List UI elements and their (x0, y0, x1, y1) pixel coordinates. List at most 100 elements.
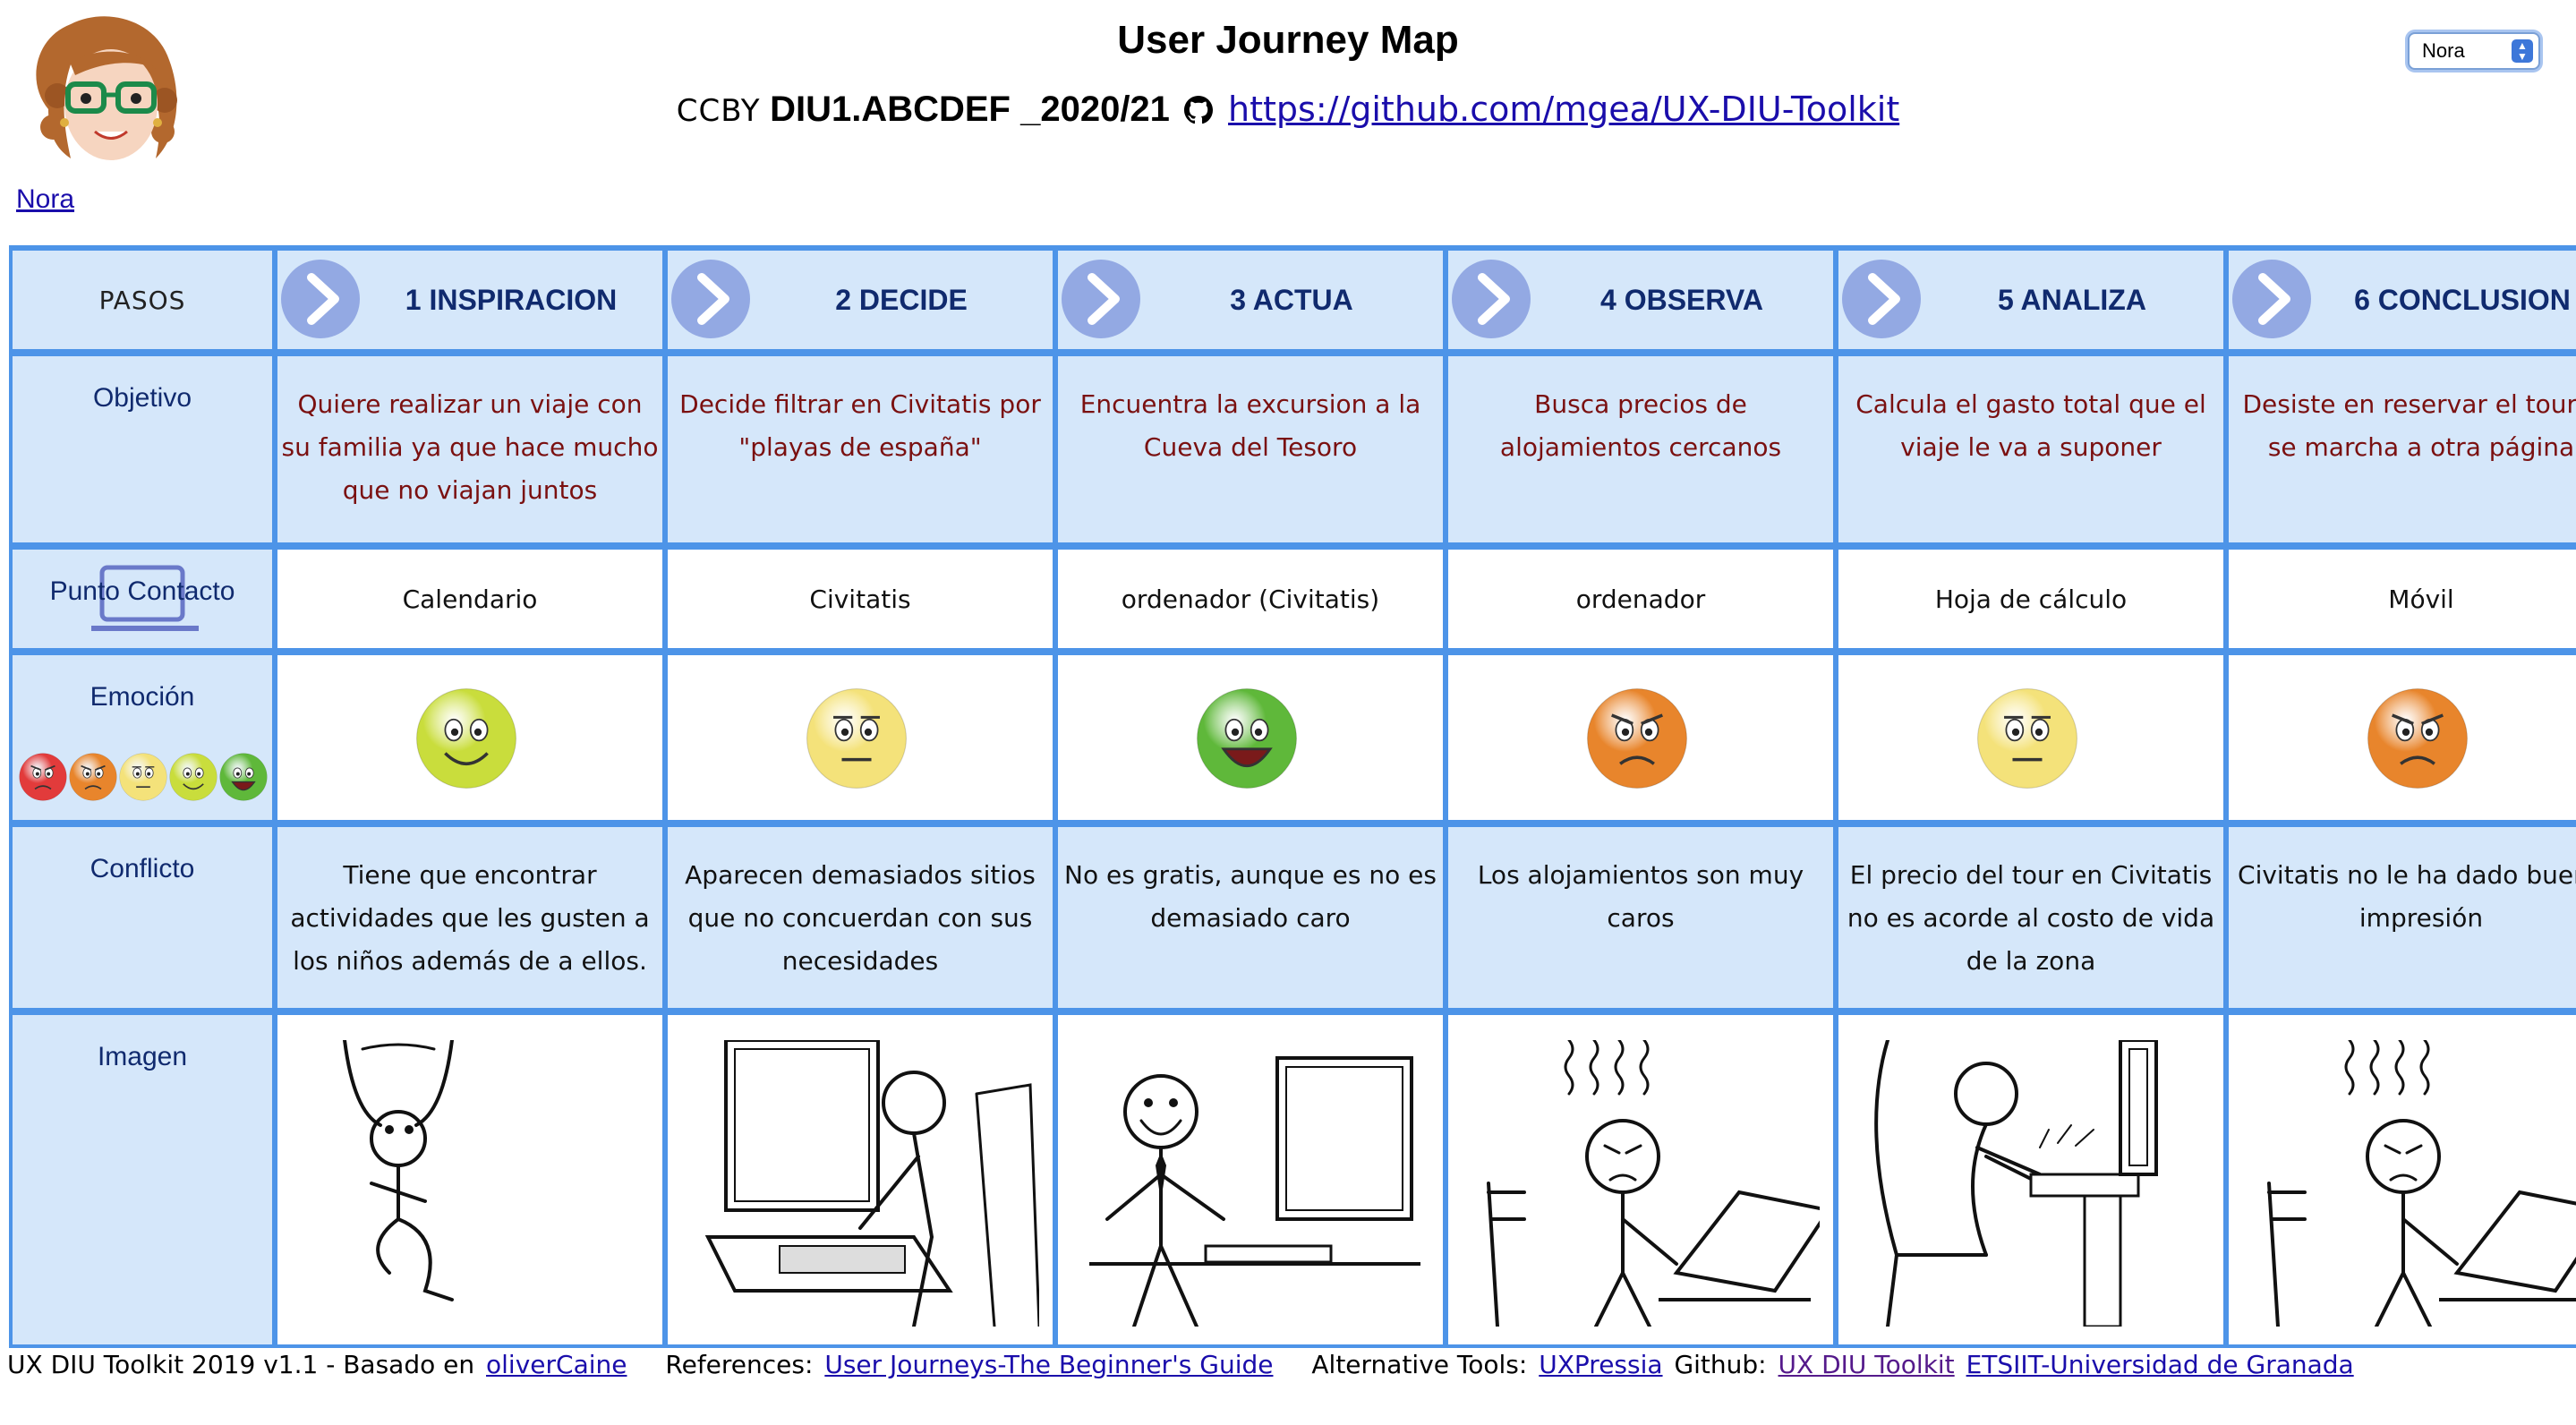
step-imagen (2229, 1015, 2576, 1344)
chevron-right-icon (1062, 260, 1140, 338)
emotion-neutral-icon (806, 687, 908, 789)
step-header-3: 3 ACTUA (1058, 251, 1443, 349)
emotion-scale-neutral-icon (119, 753, 167, 801)
step-conflicto: Los alojamientos son muy caros (1448, 827, 1833, 1008)
step-emocion (277, 655, 662, 820)
emotion-angry-icon (2367, 687, 2469, 789)
row-header-emocion: Emoción (13, 655, 272, 820)
step-contacto: Móvil (2229, 550, 2576, 648)
step-conflicto: El precio del tour en Civitatis no es ac… (1838, 827, 2223, 1008)
step-label: 2 DECIDE (835, 283, 968, 316)
stickman-staring-at-monitor-illustration (704, 1040, 1039, 1327)
footer-etsiit-link[interactable]: ETSIIT-Universidad de Granada (1966, 1350, 2354, 1379)
step-objetivo: Quiere realizar un viaje con su familia … (277, 356, 662, 542)
stickman-typing-angrily-illustration (1874, 1040, 2158, 1327)
step-label: 1 INSPIRACION (405, 283, 618, 316)
emotion-scale-happy-icon (169, 753, 218, 801)
chevron-right-icon (1842, 260, 1921, 338)
emotion-very-happy-icon (1196, 687, 1298, 789)
step-emocion (668, 655, 1053, 820)
step-label: 4 OBSERVA (1600, 283, 1763, 316)
persona-link[interactable]: Nora (16, 184, 75, 214)
page-title: User Journey Map (1117, 18, 1459, 62)
row-header-conflicto: Conflicto (13, 827, 272, 1008)
emotion-happy-icon (415, 687, 517, 789)
course-code: DIU1.ABCDEF _2020/21 (770, 90, 1170, 129)
step-objetivo: Encuentra la excursion a la Cueva del Te… (1058, 356, 1443, 542)
step-contacto: Civitatis (668, 550, 1053, 648)
step-emocion (1058, 655, 1443, 820)
step-conflicto: Tiene que encontrar actividades que les … (277, 827, 662, 1008)
emotion-scale (18, 752, 269, 809)
persona-avatar (36, 16, 177, 160)
row-header-label: Imagen (97, 1042, 188, 1071)
emotion-scale-very-angry-icon (19, 753, 67, 801)
step-label: 3 ACTUA (1230, 283, 1353, 316)
github-icon (1184, 96, 1214, 124)
emotion-neutral-icon (1976, 687, 2078, 789)
step-conflicto: Civitatis no le ha dado buena impresión (2229, 827, 2576, 1008)
footer-alt-tools-label: Alternative Tools: (1311, 1350, 1528, 1379)
footer: UX DIU Toolkit 2019 v1.1 - Basado en oli… (7, 1350, 2358, 1379)
step-emocion (1838, 655, 2223, 820)
step-contacto: Hoja de cálculo (1838, 550, 2223, 648)
step-objetivo: Decide filtrar en Civitatis por "playas … (668, 356, 1053, 542)
step-imagen (1058, 1015, 1443, 1344)
step-conflicto: No es gratis, aunque es no es demasiado … (1058, 827, 1443, 1008)
footer-credit-link[interactable]: oliverCaine (486, 1350, 627, 1379)
journey-map-table: PASOS Objetivo Punto Contacto Emoción Confli… (9, 245, 2576, 1348)
step-header-2: 2 DECIDE (668, 251, 1053, 349)
stickman-frustrated-laptop-illustration (2267, 1040, 2576, 1327)
row-header-label: PASOS (98, 285, 186, 315)
step-header-6: 6 CONCLUSION (2229, 251, 2576, 349)
repo-link[interactable]: https://github.com/mgea/UX-DIU-Toolkit (1228, 90, 1900, 129)
chevron-right-icon (2232, 260, 2311, 338)
emotion-angry-icon (1586, 687, 1688, 789)
row-header-pasos: PASOS (13, 251, 272, 349)
footer-references-label: References: (665, 1350, 814, 1379)
step-contacto: ordenador (1448, 550, 1833, 648)
stickman-frustrated-laptop-illustration (1487, 1040, 1820, 1327)
chevron-right-icon (281, 260, 360, 338)
row-header-label: Objetivo (92, 383, 192, 413)
step-imagen (1448, 1015, 1833, 1344)
footer-github-link[interactable]: UX DIU Toolkit (1778, 1350, 1955, 1379)
row-header-label: Conflicto (90, 854, 195, 883)
footer-references-link[interactable]: User Journeys-The Beginner's Guide (824, 1350, 1274, 1379)
step-header-1: 1 INSPIRACION (277, 251, 662, 349)
footer-github-label: Github: (1674, 1350, 1767, 1379)
step-imagen (1838, 1015, 2223, 1344)
row-header-objetivo: Objetivo (13, 356, 272, 542)
step-imagen (277, 1015, 662, 1344)
step-header-4: 4 OBSERVA (1448, 251, 1833, 349)
persona-select-value: Nora (2422, 39, 2465, 62)
stickman-smiling-at-computer-illustration (1089, 1056, 1420, 1327)
footer-alt-tools-link[interactable]: UXPressia (1539, 1350, 1663, 1379)
row-header-imagen: Imagen (13, 1015, 272, 1344)
row-header-label: Punto Contacto (49, 576, 235, 606)
row-header-punto-contacto: Punto Contacto (13, 550, 272, 648)
persona-select[interactable]: Nora ▲ ▼ (2408, 32, 2540, 70)
emotion-scale-angry-icon (69, 753, 117, 801)
chevron-right-icon (671, 260, 750, 338)
step-objetivo: Calcula el gasto total que el viaje le v… (1838, 356, 2223, 542)
footer-credit: UX DIU Toolkit 2019 v1.1 - Basado en (7, 1350, 475, 1379)
step-label: 6 CONCLUSION (2354, 283, 2571, 316)
step-objetivo: Desiste en reservar el tour y se marcha … (2229, 356, 2576, 542)
stickman-arms-up-illustration (343, 1040, 454, 1301)
row-header-label: Emoción (90, 682, 195, 712)
step-conflicto: Aparecen demasiados sitios que no concue… (668, 827, 1053, 1008)
chevron-right-icon (1452, 260, 1531, 338)
step-emocion (2229, 655, 2576, 820)
step-contacto: ordenador (Civitatis) (1058, 550, 1443, 648)
license-label: CCBY (676, 93, 761, 129)
subtitle: CCBY DIU1.ABCDEF _2020/21 https://github… (0, 90, 2576, 130)
step-contacto: Calendario (277, 550, 662, 648)
step-label: 5 ANALIZA (1998, 283, 2146, 316)
step-imagen (668, 1015, 1053, 1344)
emotion-scale-very-happy-icon (219, 753, 268, 801)
select-arrows-icon: ▲ ▼ (2512, 39, 2533, 63)
laptop-icon (91, 565, 199, 631)
step-header-5: 5 ANALIZA (1838, 251, 2223, 349)
step-objetivo: Busca precios de alojamientos cercanos (1448, 356, 1833, 542)
